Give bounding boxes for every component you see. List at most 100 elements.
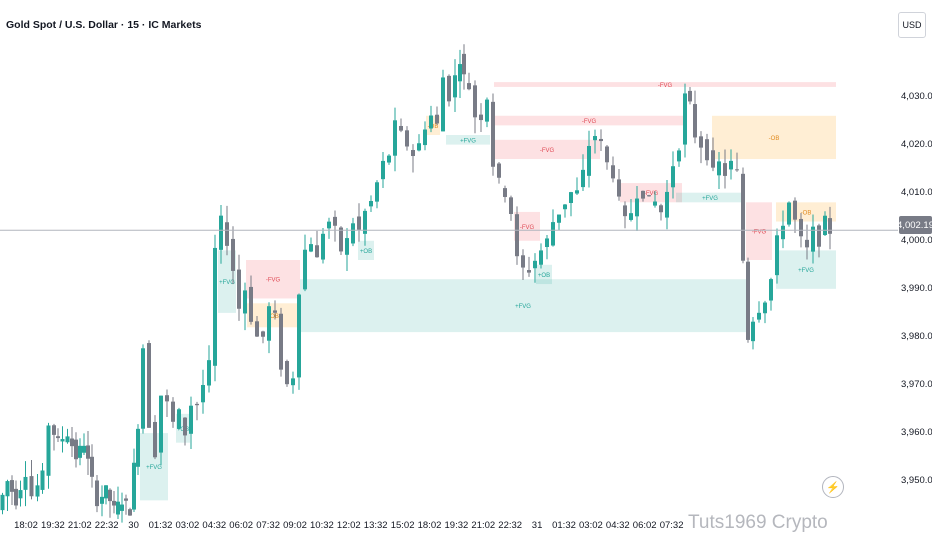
time-tick-label: 15:02 bbox=[390, 520, 415, 531]
candle-body bbox=[751, 321, 755, 342]
candle-body bbox=[357, 216, 361, 230]
candle-body bbox=[60, 439, 65, 442]
current-price-label: 4,002.19 bbox=[897, 216, 932, 234]
candle-body bbox=[551, 222, 555, 246]
time-tick-label: 01:32 bbox=[552, 520, 576, 531]
candle-body bbox=[243, 290, 247, 314]
candle-body bbox=[5, 481, 10, 497]
price-tick-label: 4,000.00 bbox=[901, 234, 932, 246]
zones-layer: -FVG -OB +FVG -FVG -FVG -FVG -FVG -OB -OB -FVG +FV… bbox=[140, 82, 836, 501]
lightning-icon[interactable]: ⚡ bbox=[822, 476, 844, 498]
candle-body bbox=[393, 120, 397, 156]
zone-label: +OB bbox=[538, 273, 550, 279]
candle-body bbox=[746, 261, 750, 340]
candle-body bbox=[132, 462, 136, 510]
zone-demand bbox=[446, 135, 490, 145]
candle-body bbox=[647, 195, 651, 197]
candle-body bbox=[411, 150, 415, 157]
candle-body bbox=[458, 64, 462, 82]
candle-body bbox=[70, 438, 74, 447]
candle-body bbox=[279, 313, 283, 370]
candle-body bbox=[249, 286, 253, 322]
candle-body bbox=[581, 169, 585, 188]
candle-body bbox=[78, 445, 82, 458]
candle-body bbox=[90, 456, 94, 477]
zone-demand bbox=[358, 240, 374, 260]
candle-body bbox=[497, 163, 501, 178]
candle-body bbox=[441, 77, 445, 132]
zone-label: +FVG bbox=[219, 280, 235, 286]
candle-body bbox=[108, 489, 112, 502]
zone-label: +FVG bbox=[702, 196, 718, 202]
candle-body bbox=[527, 270, 531, 273]
zone-label: -FVG bbox=[658, 83, 673, 89]
zone-label: +OB bbox=[360, 249, 372, 255]
candle-body bbox=[688, 90, 692, 102]
candle-body bbox=[273, 310, 277, 313]
zone-label: -OB bbox=[769, 136, 780, 142]
candle-body bbox=[545, 238, 549, 248]
candle-body bbox=[213, 247, 217, 366]
zone-label: +FVG bbox=[515, 304, 531, 310]
candle-body bbox=[14, 488, 18, 506]
candle-body bbox=[195, 403, 199, 406]
time-tick-label: 21:02 bbox=[471, 520, 496, 531]
time-tick-label: 13:32 bbox=[363, 520, 388, 531]
candle-body bbox=[723, 163, 727, 176]
candle-body bbox=[711, 150, 715, 168]
zone-label: -FVG bbox=[582, 119, 597, 125]
candle-body bbox=[763, 302, 767, 314]
candle-body bbox=[659, 205, 663, 213]
candle-body bbox=[593, 136, 597, 141]
time-tick-label: 19:32 bbox=[41, 520, 65, 531]
zone-supply bbox=[746, 202, 772, 260]
candle-body bbox=[141, 348, 145, 429]
candle-body bbox=[462, 53, 466, 75]
zone-ob bbox=[712, 115, 836, 160]
candle-body bbox=[521, 255, 525, 268]
candle-body bbox=[787, 202, 791, 225]
candle-body bbox=[557, 214, 561, 223]
zone-supply bbox=[246, 260, 300, 299]
time-tick-label: 18:02 bbox=[417, 520, 442, 531]
zone-label: -OB bbox=[801, 210, 812, 216]
candle-body bbox=[653, 201, 657, 206]
candle-body bbox=[617, 179, 621, 197]
candle-body bbox=[56, 436, 60, 439]
candle-body bbox=[635, 198, 639, 217]
zone-label: +FVG bbox=[798, 268, 814, 274]
candle-body bbox=[799, 218, 803, 237]
zone-label: -FVG bbox=[520, 225, 535, 231]
candle-body bbox=[699, 136, 703, 148]
candle-body bbox=[423, 129, 427, 146]
time-tick-label: 03:02 bbox=[579, 520, 603, 531]
candle-body bbox=[447, 75, 451, 102]
candles-layer bbox=[0, 44, 832, 523]
watermark-text: Tuts1969 Crypto bbox=[688, 512, 828, 533]
candle-body bbox=[104, 485, 108, 499]
candle-body bbox=[177, 409, 181, 429]
candle-body bbox=[741, 173, 745, 261]
time-tick-label: 10:32 bbox=[310, 520, 334, 531]
zone-demand bbox=[300, 279, 746, 333]
candle-body bbox=[100, 496, 104, 504]
candle-body bbox=[665, 191, 669, 218]
candle-body bbox=[757, 312, 761, 320]
candle-body bbox=[473, 85, 477, 118]
candle-body bbox=[46, 425, 51, 476]
time-tick-label: 03:02 bbox=[175, 520, 200, 531]
candle-body bbox=[781, 225, 785, 240]
candle-body bbox=[479, 114, 483, 121]
zone-supply bbox=[494, 115, 684, 126]
candle-body bbox=[823, 215, 827, 236]
currency-button[interactable]: USD bbox=[898, 12, 926, 38]
candle-body bbox=[453, 75, 457, 98]
candle-body bbox=[539, 250, 543, 265]
candle-body bbox=[231, 238, 235, 271]
candle-body bbox=[491, 101, 495, 167]
candle-body bbox=[74, 439, 78, 460]
time-tick-label: 01:32 bbox=[148, 520, 173, 531]
zone-demand bbox=[676, 192, 744, 203]
candle-body bbox=[52, 425, 56, 435]
